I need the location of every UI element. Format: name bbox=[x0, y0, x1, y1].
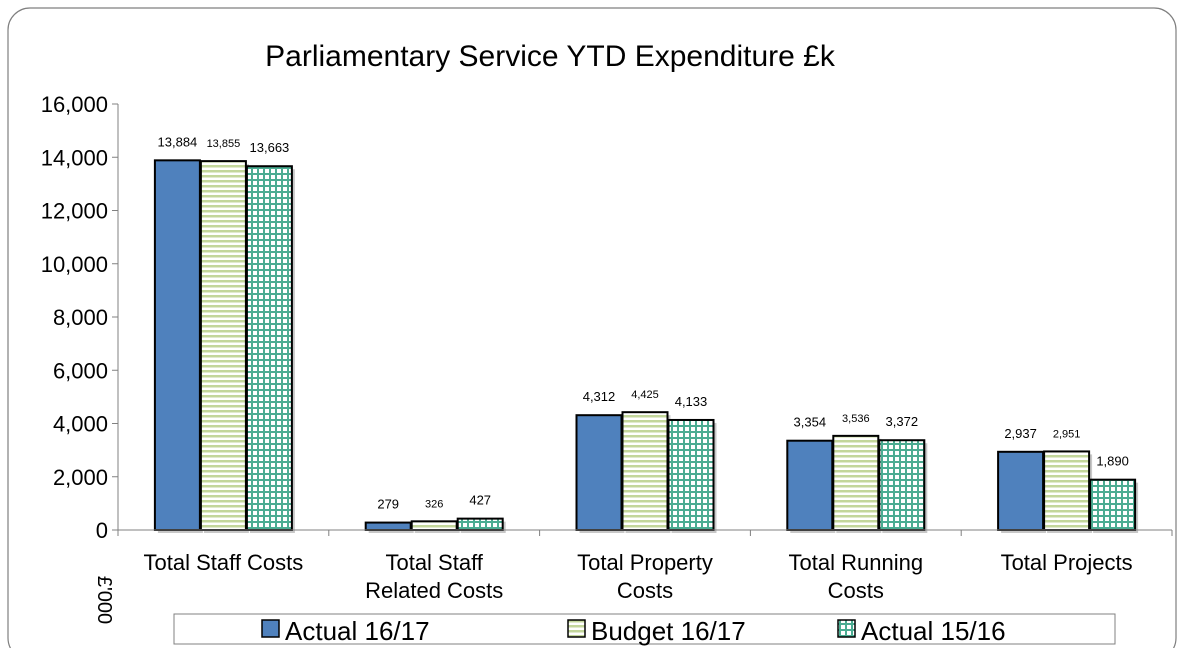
y-tick-label: 14,000 bbox=[41, 145, 108, 170]
x-category-label: Total Projects bbox=[1001, 550, 1133, 575]
bar bbox=[245, 165, 293, 531]
chart-title: Parliamentary Service YTD Expenditure £k bbox=[265, 40, 836, 73]
data-label: 4,425 bbox=[631, 389, 659, 401]
y-tick-label: 8,000 bbox=[53, 305, 108, 330]
data-labels-layer: 13,884 279 4,312 3,354 2,937 13,855 326 4,425 3,… bbox=[158, 134, 1129, 511]
y-tick-label: 6,000 bbox=[53, 358, 108, 383]
legend-label: Actual 16/17 bbox=[285, 616, 430, 646]
data-label: 2,937 bbox=[1004, 426, 1037, 441]
bar bbox=[364, 521, 412, 532]
legend-label: Actual 15/16 bbox=[861, 616, 1006, 646]
legend-box bbox=[173, 613, 1116, 645]
data-label: 3,536 bbox=[842, 413, 870, 425]
bar bbox=[199, 160, 247, 531]
data-label: 13,663 bbox=[250, 140, 290, 155]
bars-layer bbox=[153, 159, 1139, 533]
legend-swatch bbox=[837, 619, 856, 638]
data-label: 4,133 bbox=[675, 394, 708, 409]
data-label: 13,855 bbox=[207, 138, 241, 150]
bar bbox=[1043, 450, 1091, 531]
x-category-label: Total Staff Related Costs bbox=[365, 550, 503, 603]
legend-swatch bbox=[261, 619, 280, 638]
data-label: 3,354 bbox=[794, 415, 827, 430]
y-tick-label: 12,000 bbox=[41, 199, 108, 224]
bar bbox=[878, 439, 926, 531]
data-label: 2,951 bbox=[1053, 428, 1081, 440]
legend-swatch bbox=[567, 619, 586, 638]
y-tick-label: 4,000 bbox=[53, 412, 108, 437]
bar bbox=[667, 418, 715, 531]
bar bbox=[410, 520, 458, 532]
bar bbox=[786, 439, 834, 531]
legend-label: Budget 16/17 bbox=[591, 616, 746, 646]
data-label: 326 bbox=[425, 498, 443, 510]
bar bbox=[456, 517, 504, 531]
legend: Actual 16/17 Budget 16/17 Actual 15/16 bbox=[173, 613, 1116, 646]
y-axis-label: £'000 bbox=[93, 576, 115, 624]
x-category-label: Total Property Costs bbox=[577, 550, 713, 603]
data-label: 279 bbox=[377, 497, 399, 512]
data-label: 3,372 bbox=[886, 414, 919, 429]
data-label: 13,884 bbox=[158, 134, 198, 149]
data-label: 1,890 bbox=[1096, 454, 1129, 469]
data-label: 427 bbox=[469, 493, 491, 508]
y-tick-label: 0 bbox=[96, 518, 108, 543]
axes-layer: 0 2,000 4,000 6,000 8,000 10,000 12,000 14,000 1… bbox=[41, 92, 1173, 603]
y-tick-label: 10,000 bbox=[41, 252, 108, 277]
bar bbox=[621, 411, 669, 532]
y-tick-label: 16,000 bbox=[41, 92, 108, 117]
bar bbox=[153, 159, 201, 531]
bar bbox=[997, 450, 1045, 531]
y-tick-label: 2,000 bbox=[53, 465, 108, 490]
x-category-label: Total Running Costs bbox=[789, 550, 924, 603]
bar bbox=[1089, 478, 1137, 531]
data-label: 4,312 bbox=[583, 389, 616, 404]
x-category-label: Total Staff Costs bbox=[144, 550, 304, 575]
bar bbox=[575, 414, 623, 531]
bar bbox=[832, 434, 880, 532]
